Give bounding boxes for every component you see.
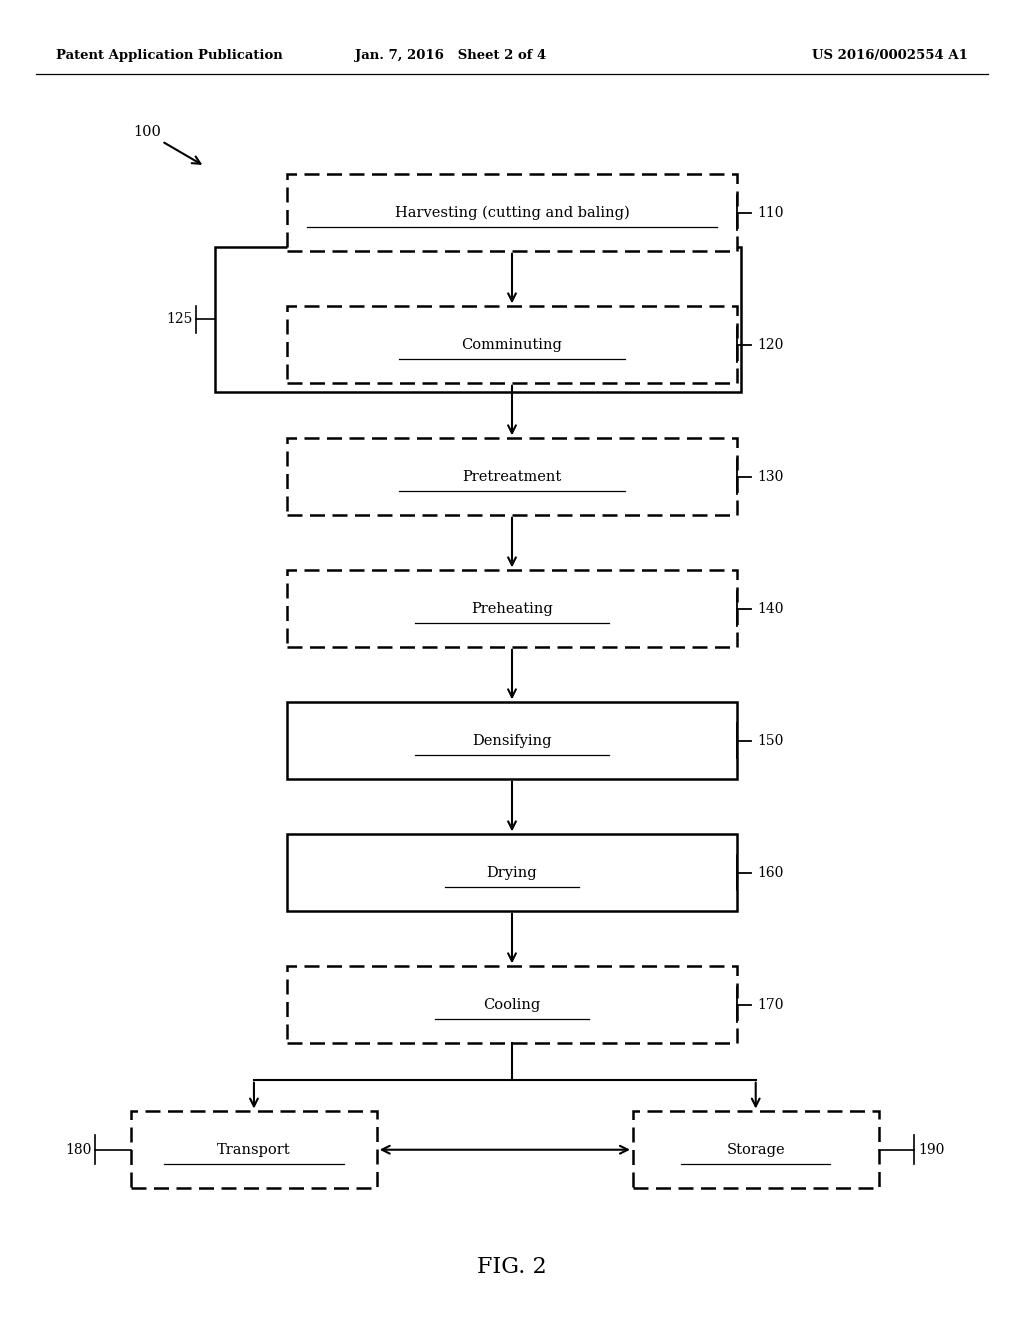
Text: Jan. 7, 2016   Sheet 2 of 4: Jan. 7, 2016 Sheet 2 of 4 (355, 49, 546, 62)
Text: Transport: Transport (217, 1143, 291, 1156)
Text: Densifying: Densifying (472, 734, 552, 747)
Text: Storage: Storage (726, 1143, 785, 1156)
Text: 190: 190 (919, 1143, 945, 1156)
Text: Comminuting: Comminuting (462, 338, 562, 351)
Text: 150: 150 (758, 734, 784, 747)
Bar (287, 834, 737, 911)
Text: US 2016/0002554 A1: US 2016/0002554 A1 (812, 49, 968, 62)
Bar (287, 174, 737, 251)
Text: 125: 125 (166, 313, 193, 326)
Text: 180: 180 (66, 1143, 92, 1156)
Text: 100: 100 (133, 125, 161, 139)
Text: Drying: Drying (486, 866, 538, 879)
Text: 120: 120 (758, 338, 784, 351)
Text: Cooling: Cooling (483, 998, 541, 1011)
Text: Harvesting (cutting and baling): Harvesting (cutting and baling) (394, 206, 630, 219)
Bar (633, 1111, 879, 1188)
Bar (287, 306, 737, 383)
Text: Pretreatment: Pretreatment (463, 470, 561, 483)
Bar (215, 247, 741, 392)
Text: 140: 140 (758, 602, 784, 615)
Text: 160: 160 (758, 866, 784, 879)
Bar (131, 1111, 377, 1188)
Bar (287, 702, 737, 779)
Bar (287, 966, 737, 1043)
Text: Preheating: Preheating (471, 602, 553, 615)
Text: 110: 110 (758, 206, 784, 219)
Bar (287, 438, 737, 515)
Text: 130: 130 (758, 470, 784, 483)
Text: 170: 170 (758, 998, 784, 1011)
Bar (287, 570, 737, 647)
Text: Patent Application Publication: Patent Application Publication (56, 49, 283, 62)
Text: FIG. 2: FIG. 2 (477, 1257, 547, 1278)
